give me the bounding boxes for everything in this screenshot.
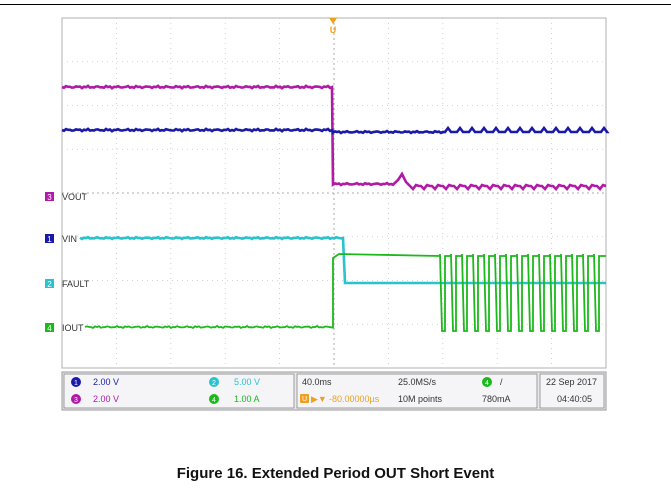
vertical-settings-box (63, 373, 295, 409)
trigger-marker: U (329, 18, 337, 35)
ch3-scale: 2.00 V (93, 394, 119, 404)
svg-text:2: 2 (212, 380, 216, 387)
top-rule (0, 4, 671, 5)
time-per-div: 40.0ms (302, 377, 332, 387)
svg-text:4: 4 (485, 380, 489, 387)
sample-rate: 25.0MS/s (398, 377, 437, 387)
ch1-scale: 2.00 V (93, 377, 119, 387)
svg-text:1: 1 (74, 380, 78, 387)
datetime-box (539, 373, 605, 409)
ch1-label: VIN (62, 234, 77, 244)
ch3-label: VOUT (62, 192, 88, 202)
ch3-scale-readout: 3 2.00 V (71, 394, 119, 404)
svg-text:4: 4 (47, 324, 52, 333)
svg-text:1: 1 (47, 235, 52, 244)
trigger-delay-readout: U ▶▼ -80.00000µs (300, 394, 380, 404)
trigger-delay: -80.00000µs (329, 394, 380, 404)
svg-text:U: U (302, 396, 307, 403)
trace-vin (61, 125, 610, 135)
ch1-marker: 1 VIN (45, 234, 77, 244)
svg-text:▶▼: ▶▼ (311, 394, 327, 404)
ch2-scale-readout: 2 5.00 V (209, 377, 260, 387)
ch2-label: FAULT (62, 279, 90, 289)
trigger-slope-icon: / (500, 377, 503, 387)
record-length: 10M points (398, 394, 443, 404)
trace-vout (61, 84, 607, 191)
time: 04:40:05 (557, 394, 592, 404)
svg-text:3: 3 (74, 397, 78, 404)
svg-text:2: 2 (47, 280, 52, 289)
timebase-box (296, 373, 538, 409)
trigger-source-readout: 4 / 780mA (482, 377, 511, 404)
settings-bar: 1 2.00 V 3 2.00 V 2 5.00 V 4 1.00 A 40.0… (61, 371, 607, 411)
trace-fault (79, 235, 606, 285)
trigger-marker-label: U (330, 25, 337, 35)
date: 22 Sep 2017 (546, 377, 597, 387)
ch4-label: IOUT (62, 323, 84, 333)
ch1-scale-readout: 1 2.00 V (71, 377, 119, 387)
waveform-traces (61, 84, 610, 332)
figure-caption: Figure 16. Extended Period OUT Short Eve… (176, 465, 495, 482)
ch4-scale: 1.00 A (234, 394, 260, 404)
ch2-marker: 2 FAULT (45, 279, 90, 289)
graticule (62, 18, 606, 368)
ch2-scale: 5.00 V (234, 377, 260, 387)
oscilloscope-screenshot: U 3 VOUT 1 VIN 2 FAULT 4 IOUT 1 2.00 V 3 (45, 17, 610, 411)
trace-iout (84, 253, 606, 332)
svg-text:4: 4 (212, 397, 216, 404)
ch3-marker: 3 VOUT (45, 192, 88, 202)
trigger-level: 780mA (482, 394, 511, 404)
ch4-marker: 4 IOUT (45, 323, 84, 333)
ch4-scale-readout: 4 1.00 A (209, 394, 260, 404)
svg-text:3: 3 (47, 193, 52, 202)
